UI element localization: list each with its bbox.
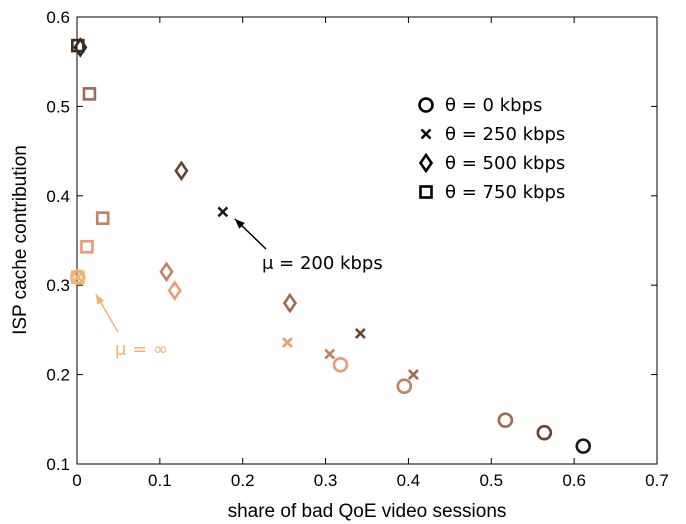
y-tick-label: 0.1: [46, 455, 70, 474]
data-point-square: [80, 239, 94, 254]
data-point-diamond: [174, 160, 189, 182]
data-point-x: [354, 328, 366, 339]
data-point-circle: [536, 424, 553, 441]
data-point-diamond: [167, 280, 182, 301]
data-point-x: [324, 348, 336, 360]
x-axis-label: share of bad QoE video sessions: [228, 501, 507, 522]
legend-label: θ = 750 kbps: [445, 182, 565, 203]
data-point-diamond: [282, 292, 298, 314]
legend-label: θ = 0 kbps: [445, 95, 542, 116]
data-point-x: [282, 336, 293, 348]
x-tick-label: 0.3: [314, 471, 338, 490]
data-point-circle: [396, 378, 413, 395]
y-axis-label: ISP cache contribution: [10, 145, 31, 335]
data-point-square: [95, 211, 110, 225]
y-tick-label: 0.2: [46, 366, 70, 385]
data-point-square: [82, 87, 97, 101]
annotation-mu-200: μ = 200 kbps: [262, 253, 383, 274]
x-tick-label: 0.7: [645, 471, 669, 490]
annotation-mu-infinity: μ = ∞: [115, 339, 168, 360]
data-point-circle: [497, 412, 514, 428]
annotation-arrow-head: [234, 218, 245, 229]
x-tick-label: 0.2: [231, 471, 255, 490]
legend-marker-x: [420, 128, 432, 140]
data-point-x: [217, 206, 229, 218]
data-point-x: [407, 369, 419, 381]
annotations: μ = 200 kbps μ = ∞: [95, 218, 383, 360]
y-tick-label: 0.4: [46, 187, 70, 206]
legend-label: θ = 500 kbps: [445, 153, 565, 174]
legend: θ = 0 kbps θ = 250 kbps θ = 500 kbps θ = 75…: [418, 95, 565, 203]
data-point-circle: [575, 438, 592, 454]
data-point-square: [71, 38, 85, 53]
x-tick-label: 0.4: [397, 471, 421, 490]
legend-label: θ = 250 kbps: [445, 124, 565, 145]
x-tick-label: 0.1: [148, 471, 172, 490]
plot-frame: [76, 16, 658, 465]
plot-area: [76, 16, 658, 465]
y-tick-label: 0.5: [46, 97, 70, 116]
x-tick-label: 0.5: [479, 471, 503, 490]
legend-marker-circle: [418, 97, 434, 113]
y-tick-label: 0.6: [46, 8, 70, 27]
data-points: [70, 37, 592, 454]
data-point-square: [71, 270, 85, 284]
x-tick-label: 0.6: [562, 471, 586, 490]
annotation-arrow-head: [95, 294, 105, 305]
legend-marker-square: [419, 185, 433, 199]
data-point-circle: [332, 356, 349, 373]
data-point-diamond: [159, 261, 174, 283]
y-tick-label: 0.3: [46, 276, 70, 295]
legend-marker-diamond: [418, 152, 434, 174]
x-tick-label: 0: [72, 471, 81, 490]
data-point-x: [72, 271, 84, 283]
axis-ticks: 0 0.1 0.2 0.3 0.4 0.5 0.6 0.70.10.20.30.40.50.6: [46, 8, 668, 490]
